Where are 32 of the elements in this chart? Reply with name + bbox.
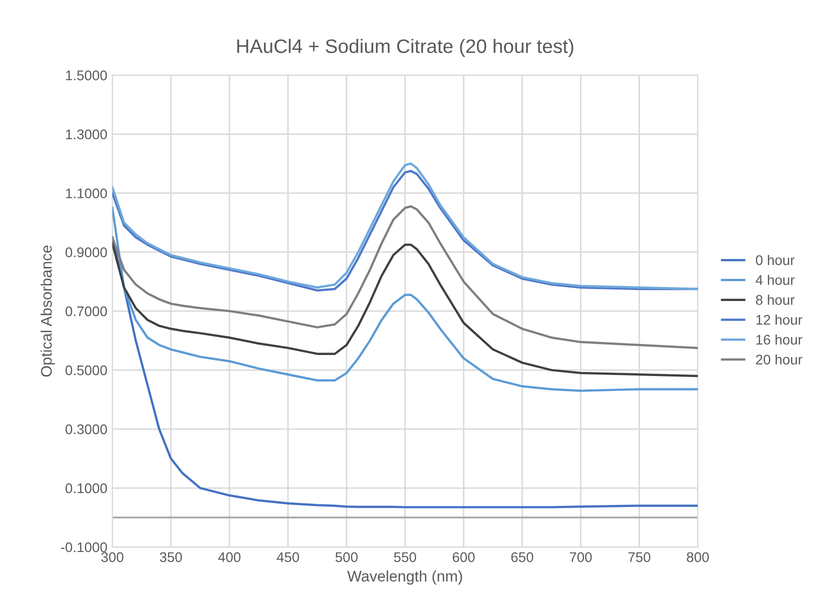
y-tick-label: 1.1000 xyxy=(66,188,107,198)
x-tick-label: 650 xyxy=(511,552,534,562)
x-tick-label: 700 xyxy=(570,552,592,562)
y-tick-label: 1.3000 xyxy=(66,129,107,140)
y-tick-label: 1.5000 xyxy=(66,70,107,80)
y-tick-label: 0.3000 xyxy=(66,424,107,434)
x-tick-label: 750 xyxy=(628,552,650,562)
line-series xyxy=(112,205,698,350)
y-tick-label: 0.7000 xyxy=(66,306,107,316)
line-series xyxy=(112,242,698,378)
legend-label: 4 hour xyxy=(756,274,795,285)
x-tick-label: 500 xyxy=(336,552,358,562)
legend-label: 12 hour xyxy=(756,314,802,325)
legend-label: 16 hour xyxy=(756,334,802,345)
x-tick-label: 400 xyxy=(218,552,240,562)
y-tick-label: -0.1000 xyxy=(60,542,107,552)
y-tick-label: 0.9000 xyxy=(66,247,107,258)
x-tick-label: 800 xyxy=(686,552,709,562)
legend-label: 20 hour xyxy=(756,354,802,365)
chart-title: HAuCl4 + Sodium Citrate (20 hour test) xyxy=(237,38,574,57)
line-series xyxy=(112,206,698,392)
y-axis-title: Optical Absorbance xyxy=(40,246,55,377)
legend-label: 0 hour xyxy=(756,254,795,266)
x-tick-label: 300 xyxy=(101,552,124,562)
x-tick-label: 550 xyxy=(394,552,416,562)
x-tick-label: 450 xyxy=(276,552,300,562)
x-tick-label: 350 xyxy=(160,552,182,562)
y-tick-label: 0.1000 xyxy=(66,483,107,494)
x-axis-title: Wavelength (nm) xyxy=(347,570,462,585)
x-tick-label: 600 xyxy=(452,552,475,562)
legend-label: 8 hour xyxy=(756,294,795,305)
y-tick-label: 0.5000 xyxy=(66,365,107,376)
